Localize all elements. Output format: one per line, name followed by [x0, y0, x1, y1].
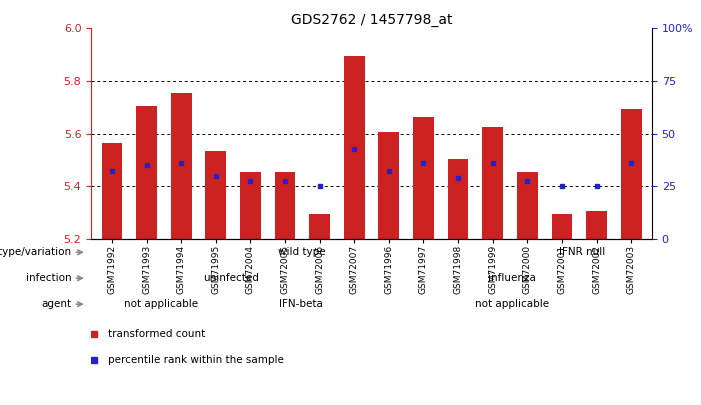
Text: uninfected: uninfected — [203, 273, 259, 283]
Text: IFNR null: IFNR null — [559, 247, 605, 257]
Bar — [309, 214, 330, 239]
Text: agent: agent — [42, 299, 72, 309]
Bar — [552, 214, 572, 239]
Bar — [586, 211, 607, 239]
Bar — [379, 132, 400, 239]
Bar — [621, 109, 641, 239]
Text: influenza: influenza — [488, 273, 536, 283]
Bar — [482, 127, 503, 239]
Bar — [171, 93, 191, 239]
Bar — [448, 159, 468, 239]
Bar — [413, 117, 434, 239]
Text: wild type: wild type — [278, 247, 325, 257]
Bar — [205, 151, 226, 239]
Bar — [136, 106, 157, 239]
Text: infection: infection — [26, 273, 72, 283]
Title: GDS2762 / 1457798_at: GDS2762 / 1457798_at — [291, 13, 452, 27]
Bar — [517, 172, 538, 239]
Text: not applicable: not applicable — [124, 299, 198, 309]
Bar — [102, 143, 122, 239]
Text: percentile rank within the sample: percentile rank within the sample — [108, 355, 284, 365]
Text: transformed count: transformed count — [108, 329, 205, 339]
Text: IFN-beta: IFN-beta — [280, 299, 323, 309]
Text: genotype/variation: genotype/variation — [0, 247, 72, 257]
Bar — [343, 56, 365, 239]
Bar — [240, 172, 261, 239]
Text: not applicable: not applicable — [475, 299, 549, 309]
Bar — [275, 172, 295, 239]
